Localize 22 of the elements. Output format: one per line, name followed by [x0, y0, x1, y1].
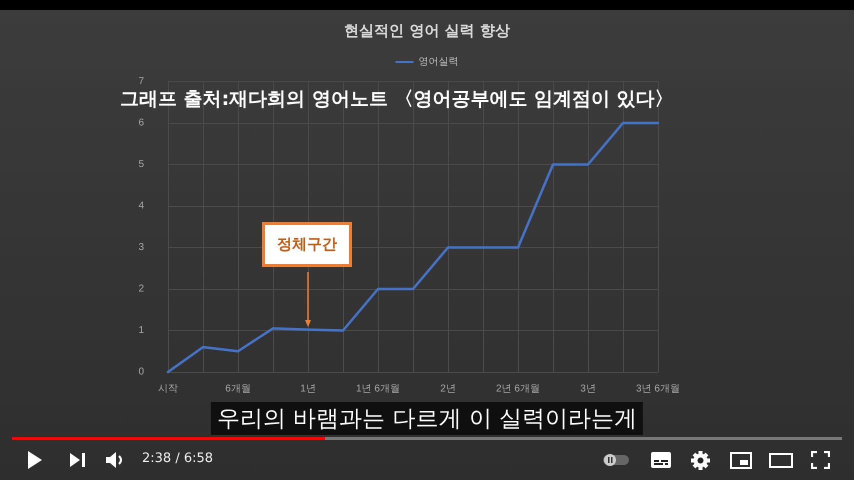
x-tick-label: 6개월	[225, 384, 251, 394]
y-tick-label: 1	[138, 325, 144, 336]
y-tick-label: 7	[138, 76, 144, 87]
y-tick-label: 6	[138, 118, 144, 128]
x-tick-label: 2년	[440, 384, 456, 394]
annotation: 정체구간	[262, 222, 352, 267]
y-tick-label: 5	[138, 159, 144, 170]
x-tick-label: 3년	[580, 384, 596, 394]
legend-label: 영어실력	[418, 56, 458, 68]
x-tick-label: 1년 6개월	[356, 384, 400, 394]
text: 2:38 / 6:58	[142, 451, 214, 466]
x-tick-label: 2년 6개월	[496, 384, 540, 394]
annotation: 그래프 출처:재다희의 영어노트 〈영어공부에도 임계점이 있다〉	[120, 87, 674, 112]
y-tick-label: 4	[138, 200, 144, 212]
y-tick-label: 2	[138, 284, 144, 294]
x-tick-label: 3년 6개월	[636, 384, 680, 394]
y-tick-label: 3	[138, 242, 144, 253]
text: 우리의 바램과는 다르게 이 실력이라는게	[210, 402, 644, 435]
chart-title: 현실적인 영어 실력 향상	[344, 22, 510, 40]
x-tick-label: 1년	[300, 384, 316, 394]
x-tick-label: 시작	[158, 384, 178, 394]
y-tick-label: 0	[138, 366, 144, 378]
